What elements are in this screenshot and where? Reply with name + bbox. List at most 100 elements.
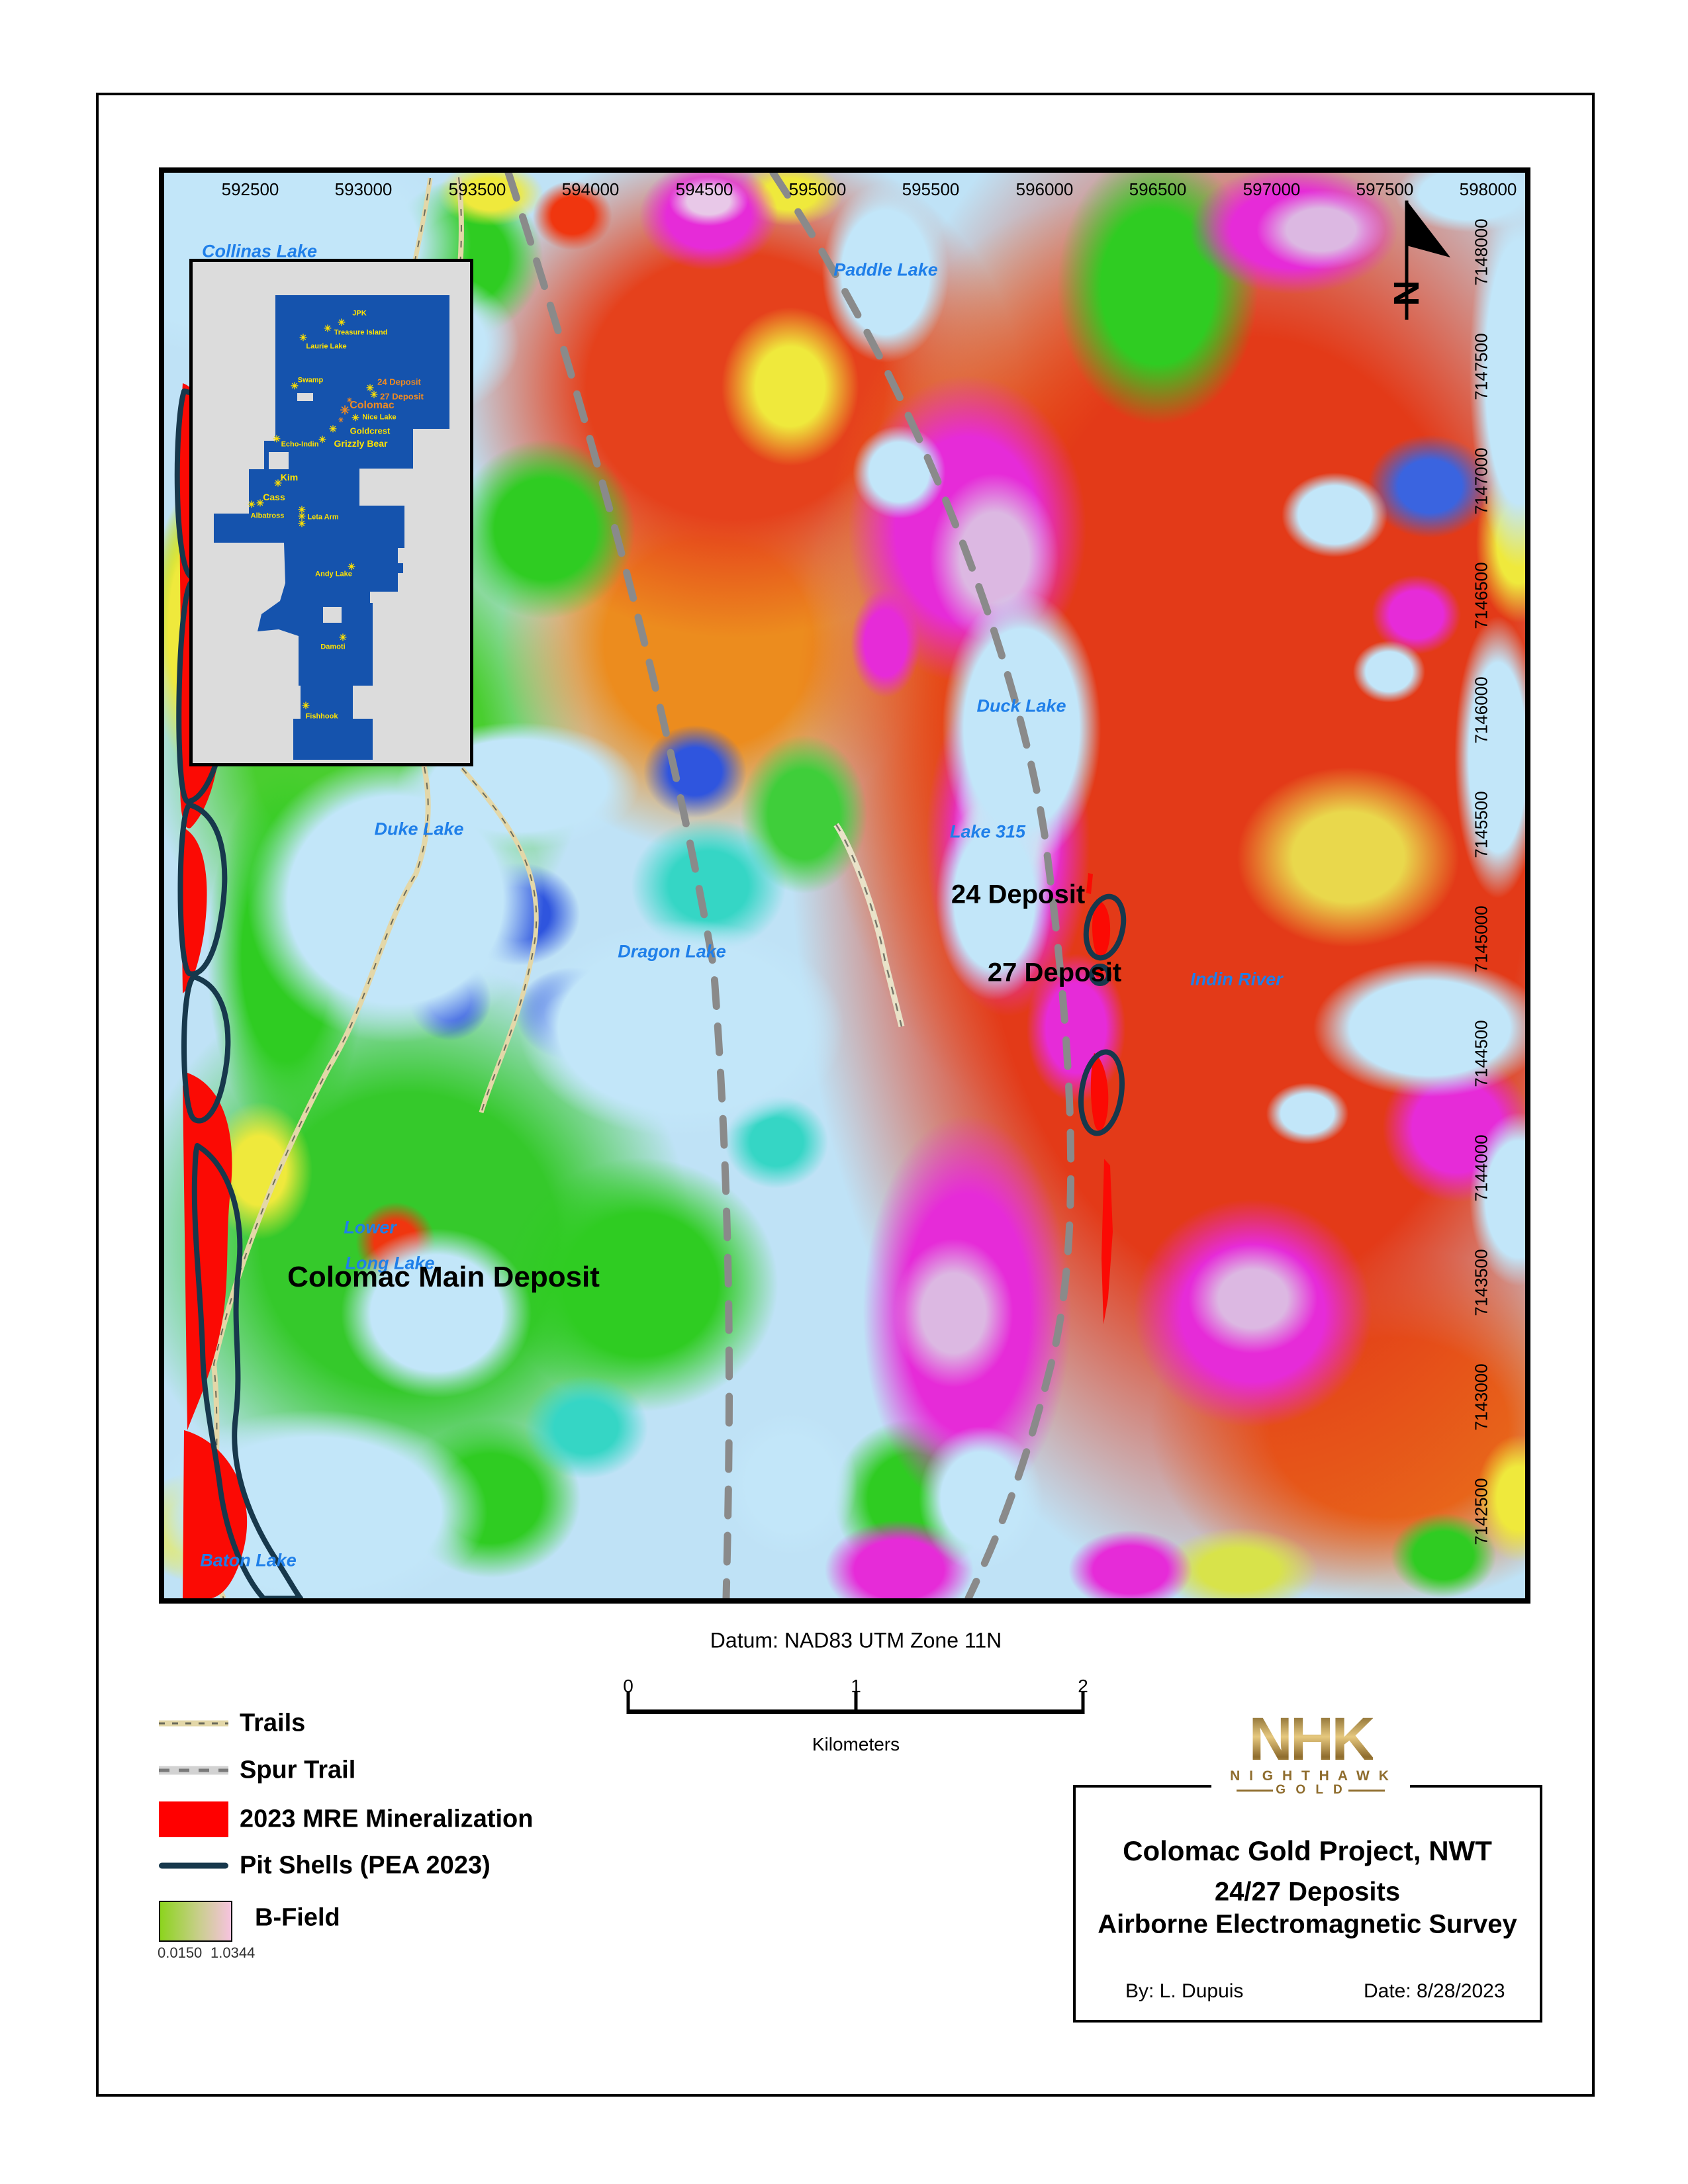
deposit-label-colomac-main: Colomac Main Deposit bbox=[287, 1261, 600, 1293]
inset-label-albatross: Albatross bbox=[250, 512, 285, 520]
logo-rule-right bbox=[1348, 1789, 1385, 1792]
legend-trails-label: Trails bbox=[240, 1709, 306, 1737]
deposit-marker-icon: ✳ bbox=[291, 381, 299, 391]
scalebar-tick-label: 1 bbox=[851, 1676, 861, 1696]
nhk-logo-icon: NHK bbox=[1248, 1706, 1375, 1773]
lake-label-baton: Baton Lake bbox=[200, 1550, 297, 1570]
deposit-marker-icon: ✳ bbox=[298, 518, 306, 529]
nighthawk-gold-logo: NHK N I G H T H A W K G O L D bbox=[1211, 1706, 1410, 1803]
inset-label-kim: Kim bbox=[280, 472, 299, 482]
colomac-marker-icon: ✳ bbox=[346, 397, 353, 404]
grid-y-label: 7146500 bbox=[1471, 562, 1491, 629]
inset-claims-map: ✳ ✳ ✳ ✳ ✳ ✳ ✳ ✳ ✳ ✳ ✳ ✳ ✳ ✳ ✳ ✳ ✳ ✳ ✳ ✳ … bbox=[189, 259, 473, 766]
claim-boundary-shape bbox=[214, 295, 449, 760]
lake-label-collinas: Collinas Lake bbox=[201, 241, 318, 261]
deposit-marker-icon: ✳ bbox=[298, 511, 306, 522]
title-line-3: Airborne Electromagnetic Survey bbox=[1098, 1909, 1517, 1939]
grid-y-label: 7145000 bbox=[1471, 905, 1491, 973]
inset-label-colomac: Colomac bbox=[350, 400, 395, 411]
map-overlay-graphics: N bbox=[174, 173, 1450, 1598]
logo-gold-word: G O L D bbox=[1276, 1783, 1346, 1797]
inset-label-27-deposit: 27 Deposit bbox=[380, 391, 424, 402]
grid-x-label: 596500 bbox=[1129, 179, 1187, 199]
north-label: N bbox=[1387, 281, 1427, 306]
deposit-marker-icon: ✳ bbox=[324, 323, 332, 334]
grid-x-label: 597500 bbox=[1356, 179, 1414, 199]
inset-label-goldcrest: Goldcrest bbox=[350, 426, 391, 436]
deposit-marker-icon: ✳ bbox=[318, 434, 326, 445]
datum-note: Datum: NAD83 UTM Zone 11N bbox=[710, 1628, 1002, 1653]
lake-label-paddle: Paddle Lake bbox=[833, 259, 938, 280]
deposit-marker-icon: ✳ bbox=[273, 433, 281, 444]
inset-label-jpk: JPK bbox=[352, 309, 367, 318]
grid-x-label: 593000 bbox=[334, 179, 393, 199]
deposit-marker-icon: ✳ bbox=[339, 632, 347, 643]
grid-x-label: 598000 bbox=[1459, 179, 1517, 199]
lake-label-long-lake: Long Lake bbox=[345, 1253, 435, 1273]
page-border bbox=[96, 93, 1595, 2097]
scalebar-tick-label: 0 bbox=[623, 1676, 633, 1696]
lake-label-duck: Duck Lake bbox=[976, 696, 1066, 716]
scalebar-unit: Kilometers bbox=[812, 1734, 900, 1754]
legend-trails-symbol bbox=[159, 1720, 228, 1727]
deposit-label-27: 27 Deposit bbox=[987, 958, 1122, 987]
deposit-marker-icon: ✳ bbox=[370, 389, 378, 400]
deposit-label-24: 24 Deposit bbox=[951, 880, 1086, 909]
grid-x-label: 595500 bbox=[902, 179, 960, 199]
deposit-marker-icon: ✳ bbox=[256, 498, 264, 508]
bfield-min-value: 0.0150 bbox=[158, 1944, 203, 1961]
inset-label-laurie-lake: Laurie Lake bbox=[306, 342, 347, 351]
legend-mre-symbol bbox=[159, 1801, 228, 1837]
grid-y-label: 7147500 bbox=[1471, 333, 1491, 400]
logo-rule-left bbox=[1237, 1789, 1274, 1792]
deposit-marker-icon: ✳ bbox=[302, 700, 310, 711]
inset-label-andy-lake: Andy Lake bbox=[315, 570, 352, 578]
deposit-marker-icon: ✳ bbox=[248, 499, 256, 510]
inset-label-leta-arm: Leta Arm bbox=[307, 513, 339, 522]
inset-label-echo-indin: Echo-Indin bbox=[281, 440, 319, 449]
legend-spur-trail-symbol bbox=[159, 1766, 228, 1775]
deposit-marker-icon: ✳ bbox=[338, 317, 346, 328]
grid-y-label: 7144000 bbox=[1471, 1134, 1491, 1202]
scalebar-tick bbox=[1081, 1692, 1085, 1714]
inset-label-24-deposit: 24 Deposit bbox=[377, 377, 421, 387]
river-label-indin: Indin River bbox=[1190, 969, 1283, 989]
inset-label-fishhook: Fishhook bbox=[305, 712, 338, 721]
grid-y-label: 7143500 bbox=[1471, 1249, 1491, 1316]
grid-x-label: 596000 bbox=[1015, 179, 1074, 199]
grid-y-label: 7147000 bbox=[1471, 447, 1491, 515]
lake-label-dragon: Dragon Lake bbox=[618, 941, 726, 962]
grid-x-label: 594000 bbox=[561, 179, 620, 199]
logo-name-text: N I G H T H A W K bbox=[1230, 1768, 1391, 1784]
legend-bfield-label: B-Field bbox=[255, 1903, 340, 1932]
scalebar-tick bbox=[626, 1692, 630, 1714]
spur-trail-lines bbox=[504, 173, 1075, 1598]
grid-x-label: 595000 bbox=[788, 179, 847, 199]
grid-x-label: 597000 bbox=[1243, 179, 1301, 199]
grid-x-label: 593500 bbox=[448, 179, 506, 199]
logo-gold-text: G O L D bbox=[1211, 1784, 1410, 1797]
deposit-marker-icon: ✳ bbox=[274, 478, 282, 488]
colomac-marker-icon: ✳ bbox=[340, 404, 350, 417]
deposit-marker-icon: ✳ bbox=[366, 383, 374, 393]
grid-y-label: 7144500 bbox=[1471, 1020, 1491, 1087]
inset-label-cass: Cass bbox=[263, 492, 285, 502]
title-line-1: Colomac Gold Project, NWT bbox=[1123, 1835, 1492, 1866]
legend-pit-shells-label: Pit Shells (PEA 2023) bbox=[240, 1851, 491, 1880]
grid-x-label: 592500 bbox=[221, 179, 279, 199]
scalebar-tick-label: 2 bbox=[1078, 1676, 1088, 1696]
title-by: By: L. Dupuis bbox=[1125, 1980, 1244, 2002]
inset-label-treasure-island: Treasure Island bbox=[334, 328, 388, 337]
deposit-marker-icon: ✳ bbox=[329, 424, 337, 434]
legend-mre-label: 2023 MRE Mineralization bbox=[240, 1805, 534, 1833]
scalebar-tick bbox=[854, 1692, 858, 1714]
title-line-2: 24/27 Deposits bbox=[1214, 1877, 1401, 1907]
grid-y-label: 7142500 bbox=[1471, 1478, 1491, 1545]
inset-label-grizzly-bear: Grizzly Bear bbox=[334, 438, 388, 449]
grid-y-label: 7143000 bbox=[1471, 1363, 1491, 1431]
deposit-marker-icon: ✳ bbox=[299, 332, 307, 343]
legend-bfield-gradient bbox=[159, 1901, 232, 1942]
main-map: N 592500 593000 593500 594000 594500 595… bbox=[159, 167, 1530, 1604]
deposit-marker-icon: ✳ bbox=[348, 561, 355, 572]
